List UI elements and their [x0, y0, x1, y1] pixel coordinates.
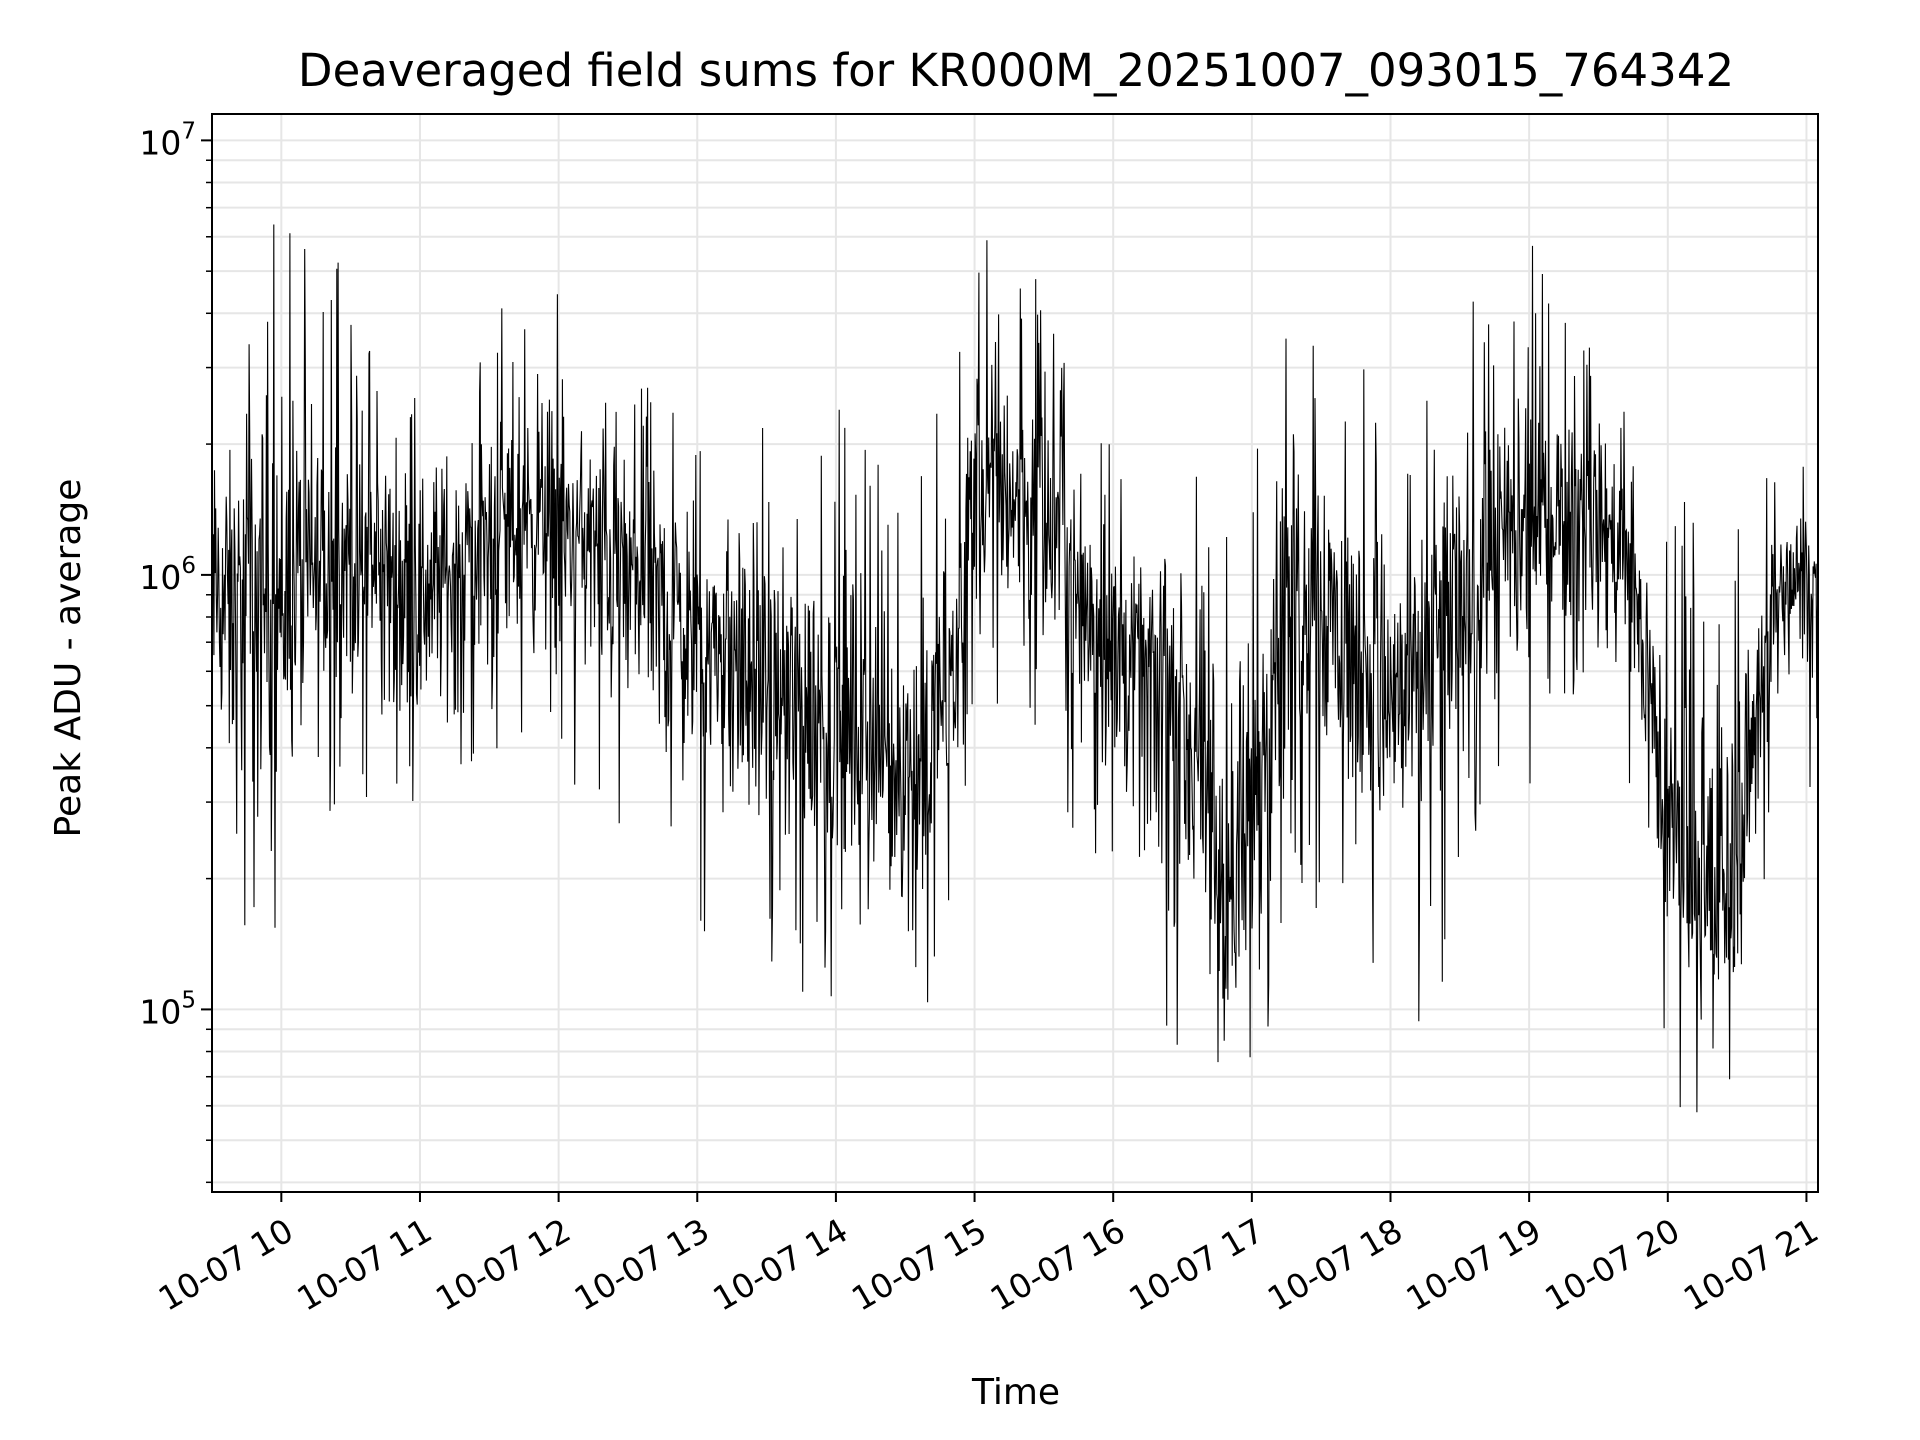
x-tick-label: 10-07 11: [290, 1211, 438, 1319]
y-tick-label: 106: [139, 553, 196, 597]
x-tick-label: 10-07 20: [1538, 1211, 1686, 1319]
x-tick-label: 10-07 19: [1400, 1211, 1548, 1319]
x-tick-label: 10-07 21: [1677, 1211, 1825, 1319]
y-tick-label: 107: [139, 118, 196, 162]
x-tick-label: 10-07 12: [429, 1211, 577, 1319]
x-tick-label: 10-07 17: [1122, 1211, 1270, 1319]
x-tick-label: 10-07 13: [568, 1211, 716, 1319]
y-axis-label: Peak ADU - average: [48, 479, 89, 838]
chart-title: Deaveraged field sums for KR000M_2025100…: [298, 44, 1734, 97]
plot-area: [211, 224, 1819, 1113]
x-axis-label: Time: [971, 1372, 1060, 1413]
x-tick-label: 10-07 14: [706, 1211, 854, 1319]
x-tick-label: 10-07 10: [152, 1211, 300, 1319]
y-tick-label: 105: [139, 987, 196, 1031]
x-tick-label: 10-07 15: [845, 1211, 993, 1319]
series-line: [211, 224, 1819, 1113]
x-tick-label: 10-07 18: [1261, 1211, 1409, 1319]
plot-frame: [211, 113, 1819, 1193]
x-tick-label: 10-07 16: [984, 1211, 1132, 1319]
